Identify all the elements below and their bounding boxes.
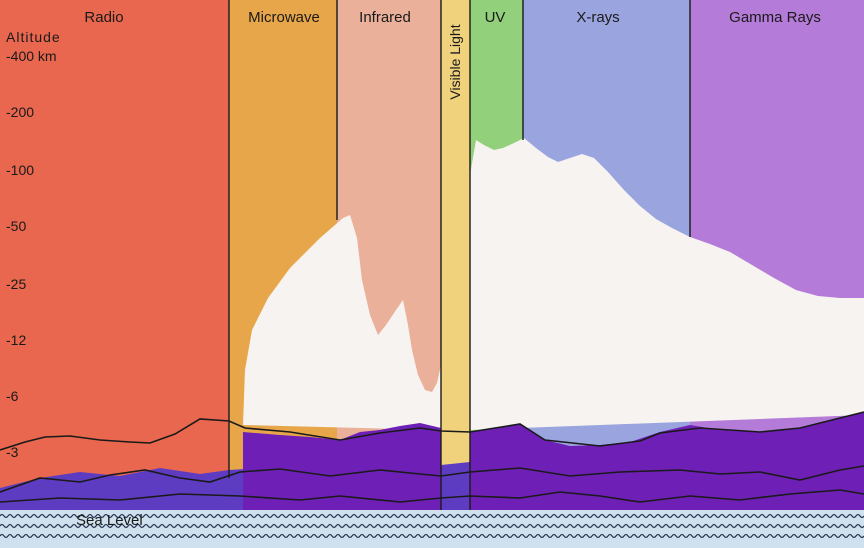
altitude-tick: -12 [6,332,27,348]
altitude-tick: -400 km [6,48,57,64]
altitude-axis-title: Altitude [6,29,61,45]
altitude-tick: -25 [6,276,27,292]
band-label-infrared: Infrared [359,9,411,26]
wave-row-3 [0,533,864,539]
altitude-tick: -3 [6,444,19,460]
ridge-line-middle [0,465,864,493]
altitude-tick: -100 [6,162,35,178]
atmosphere-shape-microwave-infrared [243,215,441,430]
terrain-front [243,423,441,512]
altitude-tick: -6 [6,388,19,404]
band-label-radio: Radio [84,9,124,26]
sea-level-label: Sea Level [76,512,143,529]
altitude-tick: -50 [6,218,27,234]
band-dividers [228,0,691,510]
ridge-line-upper [0,411,864,451]
wave-row-1 [0,513,864,519]
band-label-xrays: X-rays [576,9,620,26]
band-label-visible: Visible Light [447,24,463,100]
altitude-tick: -200 [6,104,35,120]
band-label-microwave: Microwave [248,9,320,26]
terrain-front-right [470,412,864,512]
wave-row-2 [0,523,864,529]
band-label-gamma: Gamma Rays [729,9,821,26]
atmosphere-shape-uv-gamma [470,138,864,430]
visible-band [441,0,470,510]
band-label-uv: UV [484,9,506,26]
radio-band [0,0,229,510]
